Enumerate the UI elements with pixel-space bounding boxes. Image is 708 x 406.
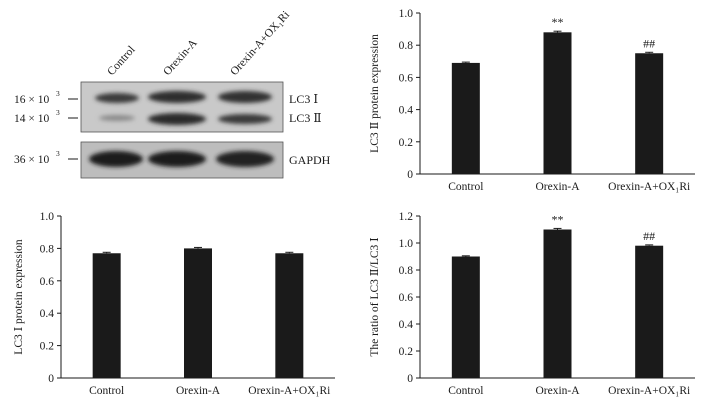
- chart-1-y-tick-label: 0.6: [40, 276, 55, 288]
- chart-1-y-tick-label: 0.4: [40, 308, 55, 320]
- lc3-blot-image: [80, 81, 284, 133]
- chart-2-y-tick-label: 0.6: [399, 292, 414, 304]
- chart-2-significance-label: **: [552, 212, 564, 226]
- chart-0-y-tick-label: 0.6: [399, 72, 414, 84]
- chart-2-y-tick-label: 1.0: [399, 238, 414, 250]
- chart-1-bar: [92, 253, 121, 378]
- chart-0-y-tick-label: 1.0: [399, 8, 414, 20]
- chart-2-y-tick-label: 0: [407, 373, 413, 385]
- band-label-gapdh: GAPDH: [289, 153, 331, 167]
- marker-16k-label: 16 × 10: [14, 94, 49, 106]
- gapdh-blot-image: [80, 141, 284, 179]
- chart-0-y-tick-label: 0.2: [399, 137, 414, 149]
- chart-2-significance-label: ##: [643, 229, 655, 243]
- chart-1-y-axis-label: LC3 Ⅰ protein expression: [13, 239, 25, 355]
- chart-2-bar: [451, 256, 480, 378]
- chart-0-significance-label: ##: [643, 36, 655, 50]
- band-label-lc3-ii: LC3 Ⅱ: [289, 111, 322, 125]
- chart-2-x-tick-label: Orexin-A: [535, 385, 580, 397]
- marker-36k: 36 × 10 3: [14, 149, 78, 166]
- chart-2-y-axis-label: The ratio of LC3 Ⅱ/LC3 Ⅰ: [369, 237, 381, 356]
- chart-0-y-tick-label: 0: [407, 169, 413, 181]
- chart-1-x-tick-label: Orexin-A+OX₁Ri: [248, 385, 330, 397]
- chart-0-significance-label: **: [552, 15, 564, 29]
- chart-2-x-tick-label: Control: [448, 385, 483, 397]
- band-label-lc3-i: LC3 Ⅰ: [289, 92, 318, 106]
- chart-lc3-ii-expression: 0 0.2 0.4 0.6 0.8 1.0 LC3 Ⅱ protein expression…: [369, 8, 695, 193]
- chart-0-x-tick-label: Control: [448, 181, 483, 193]
- chart-0-bar: [635, 53, 664, 174]
- chart-0-x-tick-label: Orexin-A: [535, 181, 580, 193]
- chart-lc3-i-expression: 0 0.2 0.4 0.6 0.8 1.0 LC3 Ⅰ protein expression…: [13, 211, 335, 397]
- chart-2-y-tick-label: 0.2: [399, 346, 414, 358]
- marker-16k: 16 × 10 3: [14, 89, 78, 106]
- chart-1-y-tick-label: 0: [48, 373, 54, 385]
- chart-1-y-tick-label: 0.2: [40, 341, 55, 353]
- chart-0-y-tick-label: 0.4: [399, 105, 414, 117]
- lane-label-control: Control: [105, 44, 137, 78]
- chart-1-bar: [275, 253, 304, 378]
- lane-label-orexin-a: Orexin-A: [161, 37, 200, 78]
- chart-2-bar: [543, 229, 572, 378]
- chart-2-y-tick-label: 0.8: [399, 265, 414, 277]
- marker-36k-label: 36 × 10: [14, 154, 49, 166]
- marker-14k-label: 14 × 10: [14, 113, 49, 125]
- chart-0-bar: [451, 62, 480, 174]
- chart-2-x-tick-label: Orexin-A+OX₁Ri: [608, 385, 690, 397]
- chart-0-bar: [543, 32, 572, 174]
- western-blot-panel: Control Orexin-A Orexin-A+OX₁Ri 16 × 10 …: [14, 9, 331, 179]
- chart-1-y-tick-label: 1.0: [40, 211, 55, 223]
- chart-1-x-tick-label: Orexin-A: [176, 385, 221, 397]
- chart-lc3-ratio: 0 0.2 0.4 0.6 0.8 1.0 1.2 The ratio of LC3 Ⅱ/LC…: [369, 211, 695, 397]
- chart-2-y-tick-label: 0.4: [399, 319, 414, 331]
- chart-0-x-tick-label: Orexin-A+OX₁Ri: [608, 181, 690, 193]
- chart-0-y-tick-label: 0.8: [399, 40, 414, 52]
- chart-2-bar: [635, 245, 664, 378]
- marker-36k-exp: 3: [56, 149, 60, 158]
- marker-14k-exp: 3: [56, 108, 60, 117]
- chart-1-x-tick-label: Control: [89, 385, 124, 397]
- chart-0-y-axis-label: LC3 Ⅱ protein expression: [369, 34, 381, 153]
- marker-14k: 14 × 10 3: [14, 108, 78, 125]
- chart-1-bar: [184, 248, 212, 378]
- chart-1-y-tick-label: 0.8: [40, 243, 55, 255]
- marker-16k-exp: 3: [56, 89, 60, 98]
- lane-label-orexin-a-ox1ri: Orexin-A+OX₁Ri: [228, 9, 292, 78]
- chart-2-y-tick-label: 1.2: [399, 211, 414, 223]
